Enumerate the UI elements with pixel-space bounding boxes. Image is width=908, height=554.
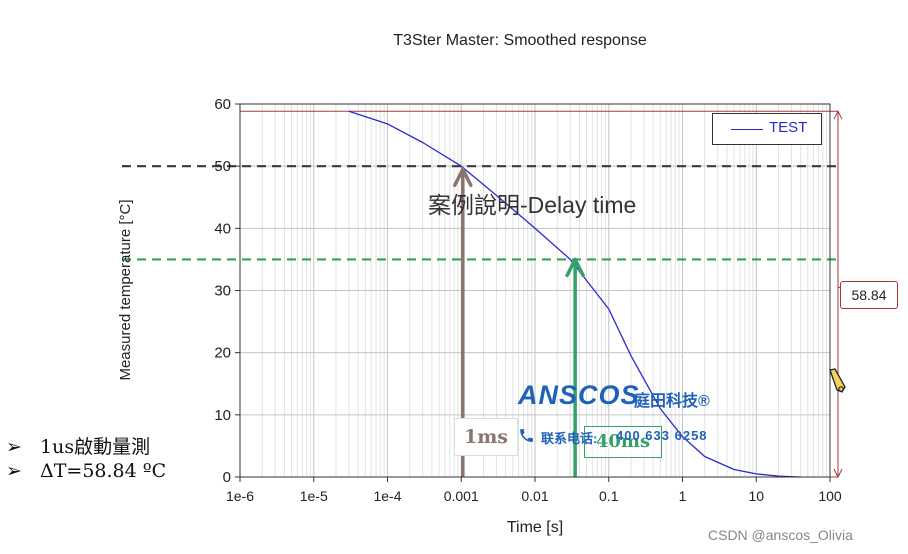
y-tick-label: 50 [214, 158, 231, 175]
x-tick-label: 10 [748, 488, 764, 504]
y-tick-label: 20 [214, 345, 231, 362]
y-tick-label: 10 [214, 407, 231, 424]
legend-swatch-test [731, 129, 763, 130]
bullet-item: ➢ ΔT=58.84 ºC [6, 460, 166, 482]
x-tick-label: 0.1 [599, 488, 619, 504]
range-arrow-top [833, 110, 843, 120]
x-tick-label: 1e-4 [373, 488, 401, 504]
series-line-test [348, 110, 801, 478]
logo-subtitle: 庭田科技® [634, 393, 710, 410]
x-axis-label: Time [s] [507, 519, 563, 536]
legend: TEST [712, 113, 822, 145]
y-tick-label: 0 [223, 469, 231, 486]
chart-annotation: 案例說明-Delay time [428, 192, 637, 218]
bullet-text: 1us啟動量測 [40, 436, 151, 458]
series-layer [348, 110, 801, 478]
logo-brand: ANSCOS [518, 380, 640, 410]
marker-arrow-head [565, 257, 585, 278]
marker-label-40ms: 40ms [584, 426, 662, 458]
range-arrow-bottom [833, 468, 843, 479]
marker-label-1ms: 1ms [454, 418, 518, 456]
bullet-item: ➢ 1us啟動量測 [6, 432, 150, 459]
x-tick-label: 0.001 [444, 488, 479, 504]
y-tick-label: 60 [214, 96, 231, 113]
y-tick-label: 30 [214, 283, 231, 300]
x-tick-label: 0.01 [521, 488, 548, 504]
legend-label-test: TEST [769, 119, 808, 136]
bullet-arrow-icon: ➢ [6, 436, 22, 458]
plot-frame [239, 103, 831, 478]
bullet-text: ΔT=58.84 ºC [40, 460, 167, 482]
bullet-arrow-icon: ➢ [6, 460, 22, 482]
x-tick-label: 1 [679, 488, 687, 504]
y-axis-label: Measured temperature [°C] [117, 199, 134, 380]
marker-arrow-head [453, 167, 473, 188]
chart-grid [239, 103, 831, 478]
x-tick-label: 1e-5 [300, 488, 328, 504]
range-marker-label: 58.84 [840, 281, 898, 309]
logo-phone-number: 400 633 6258 [616, 428, 708, 443]
tick-labels: 1e-6 1e-5 1e-4 0.001 0.01 0.1 1 10 100 0 10 20 30 40 5… [214, 96, 842, 504]
x-tick-label: 1e-6 [226, 488, 254, 504]
y-tick-label: 40 [214, 220, 231, 237]
x-tick-label: 100 [818, 488, 842, 504]
logo-phone-label: 联系电话: [541, 431, 598, 446]
pencil-cursor-icon [829, 368, 846, 393]
watermark: CSDN @anscos_Olivia [708, 527, 853, 543]
chart-axes [235, 103, 831, 482]
phone-icon [520, 429, 533, 442]
chart-title: T3Ster Master: Smoothed response [393, 32, 647, 49]
